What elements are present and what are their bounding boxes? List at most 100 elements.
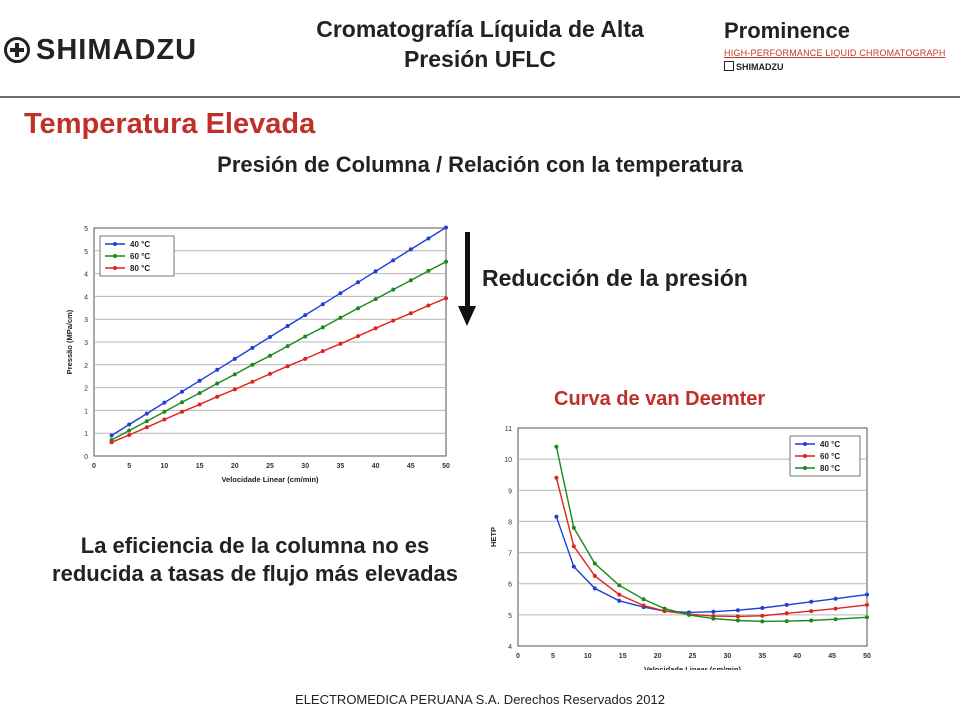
arrow-head-icon (458, 306, 476, 326)
brand-logo-text: SHIMADZU (736, 62, 784, 72)
pressure-data-point (444, 225, 448, 230)
hetp-data-point (833, 617, 838, 622)
hetp-data-point (617, 583, 622, 588)
pressure-data-point (232, 356, 237, 361)
hetp-data-point (571, 525, 576, 530)
pressure-data-point (338, 291, 343, 296)
hetp-data-point (592, 573, 597, 578)
pressure-data-point (180, 400, 184, 405)
pressure-x-tick-label: 45 (407, 463, 415, 470)
pressure-y-tick-label: 1 (84, 431, 88, 438)
pressure-x-axis-label: Velocidade Linear (cm/min) (221, 475, 319, 484)
pressure-data-point (285, 344, 290, 349)
section-title: Temperatura Elevada (24, 108, 316, 140)
hetp-y-tick-label: 7 (508, 551, 512, 558)
hetp-data-point (760, 606, 765, 610)
pressure-data-point (250, 379, 255, 384)
pressure-data-point (232, 387, 237, 392)
pressure-y-tick-label: 3 (84, 340, 88, 347)
pressure-data-point (162, 409, 167, 414)
pressure-y-tick-label: 1 (84, 408, 88, 415)
hetp-data-point (662, 606, 667, 611)
hetp-data-point (641, 597, 646, 602)
hetp-y-tick-label: 4 (508, 644, 512, 651)
hetp-data-point (809, 609, 814, 614)
pressure-data-point (408, 247, 413, 252)
pressure-y-tick-label: 2 (84, 386, 88, 393)
pressure-x-tick-label: 10 (161, 463, 169, 470)
hetp-y-tick-label: 6 (508, 582, 512, 589)
hetp-data-point (865, 602, 869, 607)
shimadzu-logo: SHIMADZU (4, 34, 200, 68)
hetp-data-point (554, 444, 559, 449)
hetp-x-axis-label: Velocidade Linear (cm/min) (644, 665, 742, 670)
pressure-data-point (338, 315, 343, 320)
hetp-data-point (760, 619, 765, 624)
hetp-x-tick-label: 40 (793, 653, 801, 660)
hetp-x-tick-label: 5 (551, 653, 555, 660)
hetp-data-point (592, 586, 597, 591)
pressure-data-point (268, 371, 272, 376)
subtitle: Presión de Columna / Relación con la tem… (217, 152, 743, 177)
hetp-data-point (865, 615, 869, 620)
hetp-legend-label: 40 °C (820, 440, 840, 449)
pressure-data-point (109, 433, 114, 438)
brand-logo: SHIMADZU (724, 61, 960, 72)
pressure-data-point (215, 394, 220, 399)
hetp-series-line-0 (555, 516, 868, 614)
pressure-x-tick-label: 30 (301, 463, 309, 470)
hetp-data-point (554, 475, 559, 480)
hetp-legend-label: 60 °C (820, 452, 840, 461)
pressure-data-point (197, 391, 202, 396)
pressure-data-point (426, 268, 431, 273)
hetp-series-line-2 (555, 446, 868, 623)
hetp-y-tick-label: 8 (508, 519, 512, 526)
prominence-brand: Prominence HIGH-PERFORMANCE LIQUID CHROM… (724, 18, 960, 72)
pressure-data-point (320, 302, 325, 307)
pressure-data-point (303, 334, 308, 339)
hetp-data-point (784, 619, 789, 624)
pressure-data-point (373, 269, 378, 274)
pressure-legend-label: 60 °C (130, 252, 150, 261)
hetp-legend-marker (803, 442, 807, 446)
pressure-data-point (373, 297, 378, 302)
pressure-y-tick-label: 2 (84, 363, 88, 370)
pressure-data-point (391, 287, 396, 292)
hetp-x-tick-label: 35 (758, 653, 766, 660)
pressure-data-point (391, 318, 396, 323)
hetp-y-tick-label: 10 (504, 457, 512, 464)
pressure-series-line-1 (111, 261, 447, 441)
pressure-x-tick-label: 35 (337, 463, 345, 470)
pressure-data-point (250, 345, 255, 350)
hetp-data-point (571, 564, 576, 569)
pressure-data-point (180, 389, 184, 394)
hetp-data-point (617, 592, 622, 597)
pressure-data-point (144, 419, 149, 424)
pressure-data-point (320, 325, 325, 330)
pressure-legend-marker (113, 254, 117, 258)
pressure-series-line-0 (111, 226, 447, 437)
hetp-x-tick-label: 20 (654, 653, 662, 660)
pressure-data-point (303, 313, 308, 318)
hetp-y-tick-label: 9 (508, 488, 512, 495)
pressure-data-point (144, 411, 149, 416)
pressure-data-point (356, 334, 360, 339)
hetp-data-point (760, 613, 765, 618)
pressure-y-tick-label: 3 (84, 317, 88, 324)
pressure-data-point (144, 425, 149, 430)
pressure-x-tick-label: 40 (372, 463, 380, 470)
pressure-data-point (109, 440, 114, 445)
pressure-legend-marker (113, 266, 117, 270)
pressure-series-line-2 (111, 297, 447, 443)
pressure-data-point (391, 258, 396, 263)
hetp-data-point (554, 514, 559, 519)
footer: ELECTROMEDICA PERUANA S.A. Derechos Rese… (295, 692, 665, 707)
van-deemter-title: Curva de van Deemter (554, 388, 766, 410)
pressure-x-tick-label: 0 (92, 463, 96, 470)
pressure-data-point (320, 349, 325, 354)
pressure-data-point (444, 259, 448, 264)
hetp-x-tick-label: 45 (828, 653, 836, 660)
pressure-data-point (127, 433, 132, 437)
